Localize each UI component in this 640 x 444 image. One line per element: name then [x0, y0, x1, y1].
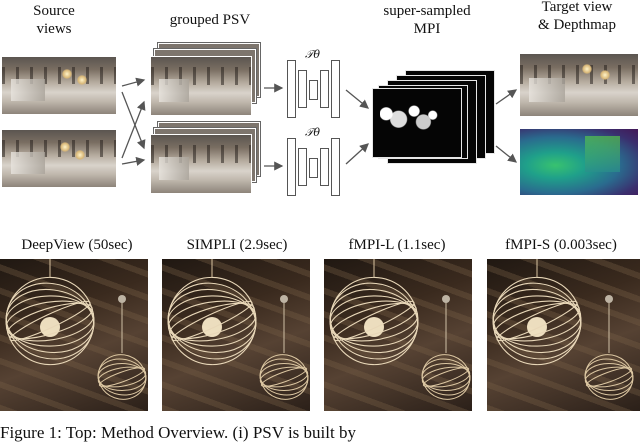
source-views-label-line-1: Source [33, 3, 75, 19]
figure-caption: Figure 1: Top: Method Overview. (i) PSV … [0, 423, 356, 442]
network-2-layer [320, 148, 329, 186]
pipeline-arrows [121, 77, 518, 171]
depthmap [520, 129, 638, 195]
lamp-highlight-icon [77, 75, 87, 85]
lamp-wire [585, 367, 633, 387]
arrow-mpi-target [495, 89, 518, 105]
bulb-glow [527, 317, 547, 337]
lamp-highlight-icon [582, 64, 592, 74]
lamp-wire [260, 367, 308, 387]
lamp-highlight-icon [60, 142, 70, 152]
lamp-wire [421, 354, 471, 400]
network-1-layer [309, 80, 318, 100]
lamp-highlight-icon [600, 70, 610, 80]
lamp-wire [329, 276, 419, 366]
source-view-1 [2, 57, 116, 114]
arrow-src1-psv2 [121, 91, 146, 150]
method-label-simpli: SIMPLI (2.9sec) [186, 237, 288, 253]
mpi-label-line-1: super-sampled [383, 3, 471, 19]
lamp-wire [422, 367, 470, 387]
arrow-mpi-depth [495, 145, 518, 163]
mpi-plane-front [372, 88, 462, 158]
network-1-layer [298, 70, 307, 108]
lamp-canopy [605, 295, 613, 303]
lamp-wire [5, 276, 95, 366]
target-label-line-2: & Depthmap [538, 17, 616, 33]
lamp-wire [97, 354, 147, 400]
psv-stack-1 [150, 56, 252, 116]
arrow-net1-mpi [345, 89, 370, 109]
network-1-layer [331, 60, 340, 118]
method-label-deepview: DeepView (50sec) [21, 237, 133, 253]
crop-fmpi-s [487, 259, 640, 411]
method-label-fmpi-s: fMPI-S (0.003sec) [505, 237, 617, 253]
psv-stack-2 [150, 134, 252, 194]
network-1-layer [287, 60, 296, 118]
lamp-simpli [167, 259, 309, 400]
lamp-fmpi-s [492, 259, 634, 400]
network-2-symbol: 𝒯θ [305, 126, 321, 139]
network-2-layer [331, 138, 340, 196]
source-views-label-line-2: views [36, 21, 72, 37]
lamp-canopy [280, 295, 288, 303]
lamp-deepview [5, 259, 147, 400]
source-view-2 [2, 130, 116, 187]
network-1-layer [320, 70, 329, 108]
lamp-wire [584, 354, 634, 400]
lamp-highlight-icon [75, 150, 85, 160]
arrow-src1-psv1 [121, 77, 146, 87]
lamp-canopy [118, 295, 126, 303]
grouped-psv-label: grouped PSV [169, 12, 251, 28]
mpi-label-line-2: MPI [413, 21, 441, 37]
network-2-layer [287, 138, 296, 196]
lamp-drawings [5, 259, 634, 400]
arrow-net2-mpi [345, 143, 369, 165]
lamp-wire [259, 354, 309, 400]
bulb-glow [364, 317, 384, 337]
bulb-glow [40, 317, 60, 337]
lamp-wire [98, 367, 146, 387]
lamp-wire [167, 276, 257, 366]
source-views-label: Source views [14, 2, 94, 38]
target-label: Target view & Depthmap [512, 0, 640, 34]
target-view [520, 54, 638, 116]
lamp-fmpi-l [329, 259, 471, 400]
network-2-layer [298, 148, 307, 186]
bulb-glow [202, 317, 222, 337]
mpi-label: super-sampled MPI [362, 2, 492, 38]
arrow-src2-psv2 [121, 156, 146, 166]
network-2-layer [309, 158, 318, 178]
lamp-canopy [442, 295, 450, 303]
lamp-highlight-icon [62, 69, 72, 79]
arrow-src2-psv1 [121, 100, 146, 159]
method-label-fmpi-l: fMPI-L (1.1sec) [348, 237, 446, 253]
network-1-symbol: 𝒯θ [305, 48, 321, 61]
target-label-line-1: Target view [541, 0, 613, 15]
lamp-wire [492, 276, 582, 366]
